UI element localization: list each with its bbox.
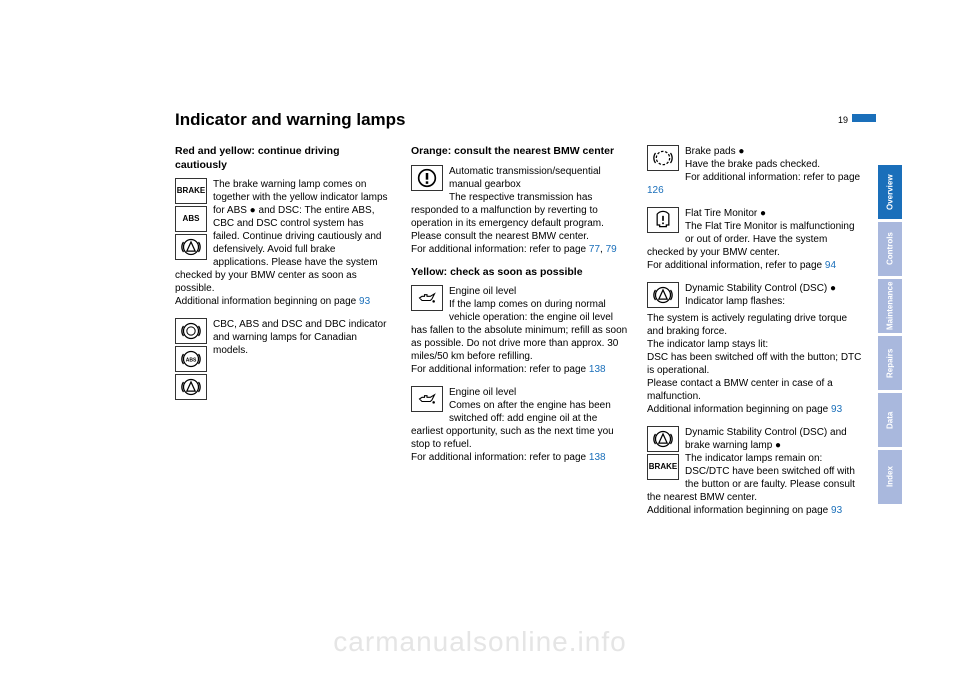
- brake-pads-icon: [647, 145, 679, 171]
- dsc-icon-2: [647, 426, 679, 452]
- col3-sec3-text7: Additional information beginning on page: [647, 404, 831, 415]
- col2-sec1-link2[interactable]: 79: [606, 244, 617, 255]
- column-2: Orange: consult the nearest BMW center A…: [411, 145, 629, 527]
- col2-sec1-text1: Automatic transmission/sequential manual…: [449, 166, 601, 190]
- icon-stack-dsc-brake: BRAKE: [647, 426, 679, 482]
- col2-section-oil1: Engine oil level If the lamp comes on du…: [411, 285, 629, 376]
- icon-stack-oil1: [411, 285, 443, 313]
- col1-sec1-text3: Additional information beginning on page: [175, 296, 359, 307]
- col3-sec3-text2: Indicator lamp flashes:: [685, 296, 785, 307]
- col3-sec2-link[interactable]: 94: [825, 260, 836, 271]
- dsc-icon: [647, 282, 679, 308]
- flat-tire-icon: [647, 207, 679, 233]
- col3-sec1-text1: Brake pads ●: [685, 146, 744, 157]
- icon-stack-brake-abs-dsc: BRAKE ABS: [175, 178, 207, 262]
- icon-stack-dsc: [647, 282, 679, 310]
- column-1: Red and yellow: continue driving cautiou…: [175, 145, 393, 527]
- icon-stack-trans: [411, 165, 443, 193]
- icon-stack-flat: [647, 207, 679, 235]
- col2-sec2-text2: If the lamp comes on during normal vehic…: [411, 299, 627, 362]
- col2-sec3-link[interactable]: 138: [589, 452, 606, 463]
- col2-sec2-text3: For additional information: refer to pag…: [411, 364, 589, 375]
- oil-can-icon-2: [411, 386, 443, 412]
- brake-circle-icon: [175, 318, 207, 344]
- col1-sec2-text: CBC, ABS and DSC and DBC indicator and w…: [213, 319, 386, 356]
- col3-sec4-link[interactable]: 93: [831, 505, 842, 516]
- transmission-warning-icon: [411, 165, 443, 191]
- dsc-triangle-icon-2: [175, 374, 207, 400]
- col1-sec1-link[interactable]: 93: [359, 296, 370, 307]
- brake-text-icon: BRAKE: [175, 178, 207, 204]
- col3-sec1-text3: For additional information: refer to pag…: [685, 172, 860, 183]
- col3-section-flattire: Flat Tire Monitor ● The Flat Tire Monito…: [647, 207, 865, 272]
- col3-section-dsc-brake: BRAKE Dynamic Stability Control (DSC) an…: [647, 426, 865, 517]
- col2-section-transmission: Automatic transmission/sequential manual…: [411, 165, 629, 256]
- icon-stack-oil2: [411, 386, 443, 414]
- col3-sec3-text1: Dynamic Stability Control (DSC) ●: [685, 283, 836, 294]
- dsc-triangle-icon: [175, 234, 207, 260]
- header-accent-bar: [852, 114, 876, 122]
- col3-sec3-text5: DSC has been switched off with the butto…: [647, 352, 861, 376]
- watermark: carmanualsonline.info: [0, 626, 960, 658]
- col1-section-brake: BRAKE ABS The brake warning lamp comes o…: [175, 178, 393, 308]
- col2-sec1-text2: The respective transmission has responde…: [411, 192, 604, 242]
- col2-sec3-text3: For additional information: refer to pag…: [411, 452, 589, 463]
- col3-sec2-text3: For additional information, refer to pag…: [647, 260, 825, 271]
- col3-section-brakepads: Brake pads ● Have the brake pads checked…: [647, 145, 865, 197]
- col1-subhead: Red and yellow: continue driving cautiou…: [175, 145, 393, 172]
- tab-controls[interactable]: Controls: [878, 222, 902, 276]
- tab-maintenance[interactable]: Maintenance: [878, 279, 902, 333]
- col3-sec4-text3: Additional information beginning on page: [647, 505, 831, 516]
- icon-stack-brakepads: [647, 145, 679, 173]
- col2-sec1-text3: For additional information: refer to pag…: [411, 244, 589, 255]
- col1-section-canadian: ABS CBC, ABS and DSC and DBC indicator a…: [175, 318, 393, 404]
- col2-section-oil2: Engine oil level Comes on after the engi…: [411, 386, 629, 464]
- abs-circle-icon: ABS: [175, 346, 207, 372]
- col3-sec3-link[interactable]: 93: [831, 404, 842, 415]
- page-title: Indicator and warning lamps: [175, 110, 405, 130]
- col3-section-dsc: Dynamic Stability Control (DSC) ● Indica…: [647, 282, 865, 416]
- col3-sec2-text1: Flat Tire Monitor ●: [685, 208, 766, 219]
- svg-text:ABS: ABS: [186, 358, 197, 364]
- col2-subhead2: Yellow: check as soon as possible: [411, 266, 629, 280]
- col2-sec2-link[interactable]: 138: [589, 364, 606, 375]
- oil-can-icon: [411, 285, 443, 311]
- brake-text-icon-2: BRAKE: [647, 454, 679, 480]
- col3-sec3-text3: The system is actively regulating drive …: [647, 313, 847, 337]
- column-3: Brake pads ● Have the brake pads checked…: [647, 145, 865, 527]
- tab-index[interactable]: Index: [878, 450, 902, 504]
- page-number: 19: [838, 115, 848, 125]
- col3-sec4-text1: Dynamic Stability Control (DSC) and brak…: [685, 427, 847, 451]
- side-tabs: Overview Controls Maintenance Repairs Da…: [878, 165, 902, 507]
- tab-repairs[interactable]: Repairs: [878, 336, 902, 390]
- col2-sec1-link1[interactable]: 77: [589, 244, 600, 255]
- col3-sec1-text2: Have the brake pads checked.: [685, 159, 820, 170]
- content-area: Red and yellow: continue driving cautiou…: [175, 145, 865, 527]
- col2-sec2-text1: Engine oil level: [449, 286, 516, 297]
- abs-text-icon: ABS: [175, 206, 207, 232]
- tab-data[interactable]: Data: [878, 393, 902, 447]
- col2-sec3-text1: Engine oil level: [449, 387, 516, 398]
- col3-sec3-text6: Please contact a BMW center in case of a…: [647, 378, 833, 402]
- col3-sec1-link[interactable]: 126: [647, 185, 664, 196]
- col2-subhead1: Orange: consult the nearest BMW center: [411, 145, 629, 159]
- icon-stack-canadian: ABS: [175, 318, 207, 402]
- col3-sec3-text4: The indicator lamp stays lit:: [647, 339, 768, 350]
- tab-overview[interactable]: Overview: [878, 165, 902, 219]
